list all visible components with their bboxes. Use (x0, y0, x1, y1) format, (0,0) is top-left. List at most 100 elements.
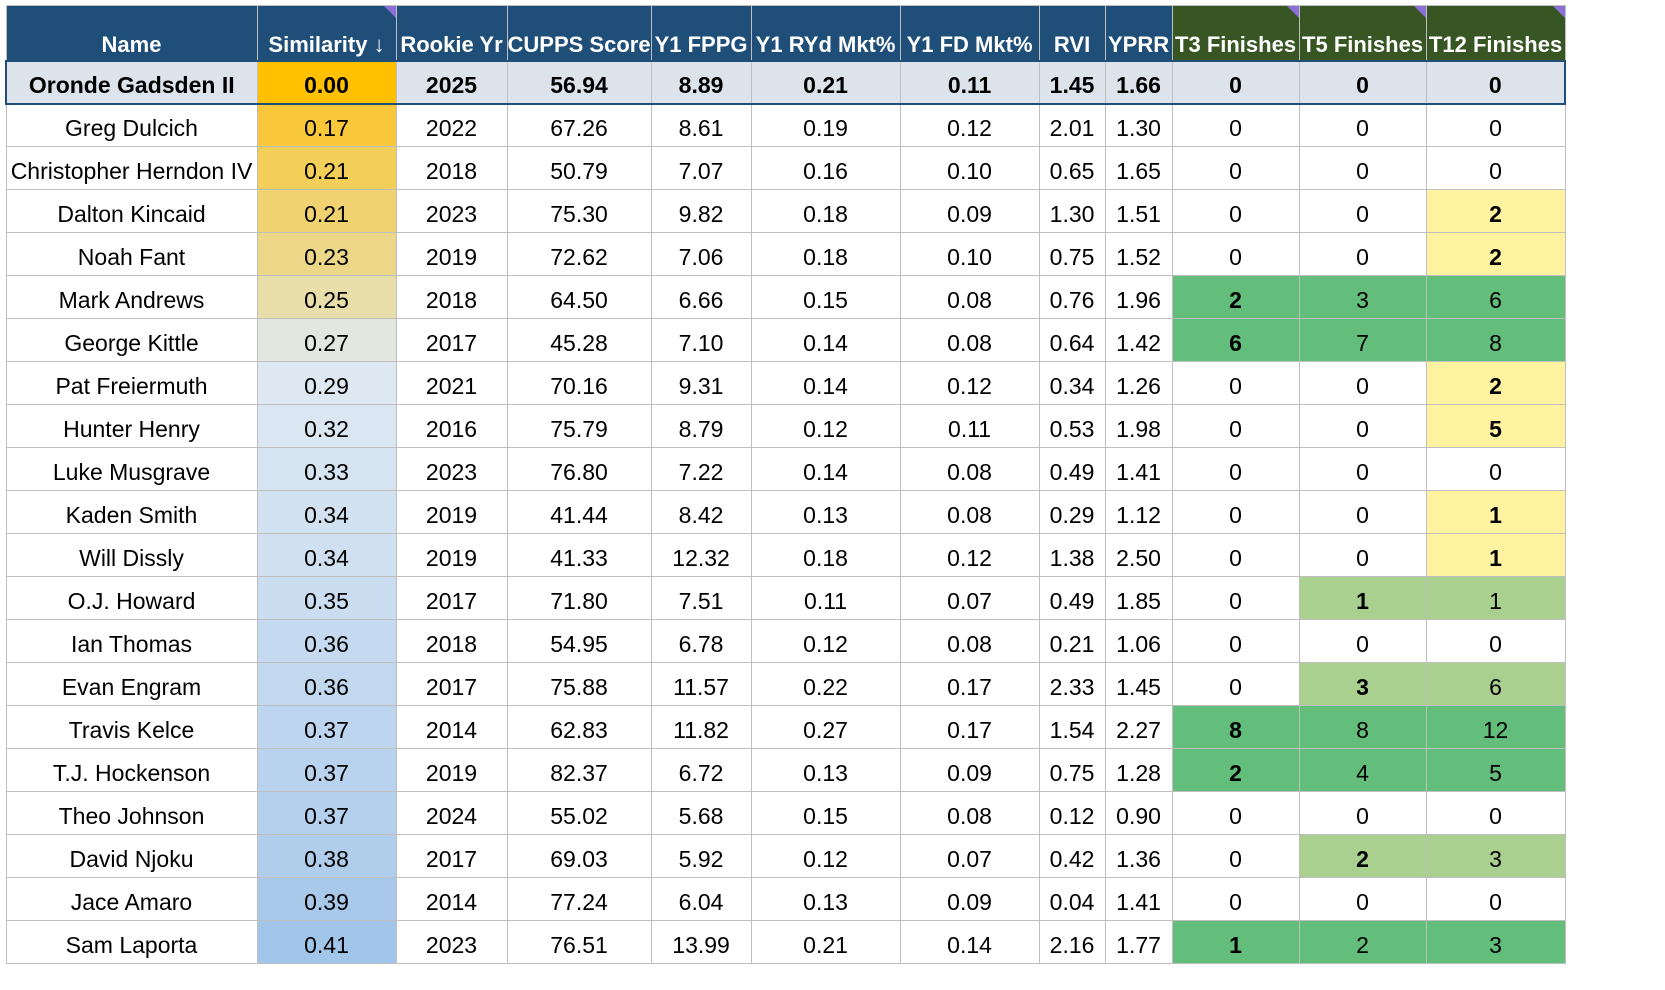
finishes-cell[interactable]: 0 (1425, 877, 1566, 921)
finishes-cell[interactable]: 2 (1298, 920, 1427, 964)
table-cell[interactable]: 1.77 (1104, 920, 1173, 964)
table-cell[interactable]: 12.32 (650, 533, 752, 577)
similarity-cell[interactable]: 0.25 (256, 275, 397, 319)
similarity-cell[interactable]: 0.38 (256, 834, 397, 878)
table-cell[interactable]: 2017 (395, 318, 508, 362)
player-name-cell[interactable]: Travis Kelce (5, 705, 258, 749)
player-name-cell[interactable]: George Kittle (5, 318, 258, 362)
table-cell[interactable]: 0.14 (750, 447, 901, 491)
table-cell[interactable]: 0.76 (1038, 275, 1106, 319)
player-name-cell[interactable]: Mark Andrews (5, 275, 258, 319)
table-cell[interactable]: 0.12 (750, 834, 901, 878)
finishes-cell[interactable]: 0 (1171, 619, 1300, 663)
table-cell[interactable]: 41.44 (506, 490, 652, 534)
table-cell[interactable]: 7.07 (650, 146, 752, 190)
table-cell[interactable]: 2.27 (1104, 705, 1173, 749)
table-cell[interactable]: 0.09 (899, 877, 1040, 921)
table-cell[interactable]: 2016 (395, 404, 508, 448)
table-cell[interactable]: 2022 (395, 103, 508, 147)
similarity-cell[interactable]: 0.34 (256, 533, 397, 577)
finishes-cell[interactable]: 0 (1171, 490, 1300, 534)
table-cell[interactable]: 0.12 (1038, 791, 1106, 835)
table-cell[interactable]: 2021 (395, 361, 508, 405)
table-row[interactable]: Hunter Henry 0.32 2016 75.79 8.79 0.12 0.11 0.5… (5, 404, 1566, 448)
finishes-cell[interactable]: 8 (1171, 705, 1300, 749)
table-cell[interactable]: 0.13 (750, 877, 901, 921)
finishes-cell[interactable]: 1 (1171, 920, 1300, 964)
table-cell[interactable]: 0.17 (899, 662, 1040, 706)
similarity-cell[interactable]: 0.00 (256, 59, 397, 105)
table-cell[interactable]: 0.75 (1038, 232, 1106, 276)
table-cell[interactable]: 2014 (395, 705, 508, 749)
player-name-cell[interactable]: Sam Laporta (5, 920, 258, 964)
table-row[interactable]: Luke Musgrave 0.33 2023 76.80 7.22 0.14 0.08 0.… (5, 447, 1566, 491)
comment-flag-icon[interactable] (1552, 6, 1565, 18)
player-name-cell[interactable]: Christopher Herndon IV (5, 146, 258, 190)
finishes-cell[interactable]: 0 (1171, 662, 1300, 706)
table-cell[interactable]: 1.38 (1038, 533, 1106, 577)
table-row[interactable]: Pat Freiermuth 0.29 2021 70.16 9.31 0.14 0.12 0… (5, 361, 1566, 405)
similarity-cell[interactable]: 0.27 (256, 318, 397, 362)
table-cell[interactable]: 1.30 (1038, 189, 1106, 233)
similarity-cell[interactable]: 0.32 (256, 404, 397, 448)
table-cell[interactable]: 1.12 (1104, 490, 1173, 534)
similarity-cell[interactable]: 0.33 (256, 447, 397, 491)
table-cell[interactable]: 72.62 (506, 232, 652, 276)
finishes-cell[interactable]: 1 (1298, 576, 1427, 620)
table-cell[interactable]: 2014 (395, 877, 508, 921)
table-cell[interactable]: 0.08 (899, 490, 1040, 534)
player-name-cell[interactable]: Dalton Kincaid (5, 189, 258, 233)
comment-flag-icon[interactable] (383, 6, 395, 18)
player-name-cell[interactable]: O.J. Howard (5, 576, 258, 620)
column-header-1[interactable]: Similarity ↓ (256, 5, 397, 61)
finishes-cell[interactable]: 0 (1171, 361, 1300, 405)
column-header-2[interactable]: Rookie Yr (395, 5, 508, 61)
column-header-6[interactable]: Y1 FD Mkt% (899, 5, 1040, 61)
table-cell[interactable]: 0.53 (1038, 404, 1106, 448)
table-cell[interactable]: 8.89 (650, 59, 752, 105)
finishes-cell[interactable]: 0 (1171, 189, 1300, 233)
finishes-cell[interactable]: 0 (1171, 834, 1300, 878)
table-cell[interactable]: 1.45 (1104, 662, 1173, 706)
finishes-cell[interactable]: 12 (1425, 705, 1566, 749)
player-name-cell[interactable]: T.J. Hockenson (5, 748, 258, 792)
table-cell[interactable]: 0.13 (750, 748, 901, 792)
similarity-cell[interactable]: 0.41 (256, 920, 397, 964)
table-cell[interactable]: 0.14 (750, 318, 901, 362)
table-cell[interactable]: 6.66 (650, 275, 752, 319)
table-row[interactable]: Dalton Kincaid 0.21 2023 75.30 9.82 0.18 0.09 1… (5, 189, 1566, 233)
finishes-cell[interactable]: 3 (1425, 920, 1566, 964)
table-cell[interactable]: 7.10 (650, 318, 752, 362)
table-cell[interactable]: 75.30 (506, 189, 652, 233)
finishes-cell[interactable]: 7 (1298, 318, 1427, 362)
table-cell[interactable]: 0.10 (899, 146, 1040, 190)
finishes-cell[interactable]: 0 (1171, 103, 1300, 147)
table-cell[interactable]: 1.85 (1104, 576, 1173, 620)
table-cell[interactable]: 6.78 (650, 619, 752, 663)
table-row[interactable]: David Njoku 0.38 2017 69.03 5.92 0.12 0.07 0.42… (5, 834, 1566, 878)
table-cell[interactable]: 0.11 (750, 576, 901, 620)
table-cell[interactable]: 75.79 (506, 404, 652, 448)
table-cell[interactable]: 1.65 (1104, 146, 1173, 190)
table-cell[interactable]: 0.13 (750, 490, 901, 534)
table-cell[interactable]: 11.57 (650, 662, 752, 706)
table-cell[interactable]: 1.96 (1104, 275, 1173, 319)
table-cell[interactable]: 2019 (395, 748, 508, 792)
table-cell[interactable]: 0.16 (750, 146, 901, 190)
table-row[interactable]: Kaden Smith 0.34 2019 41.44 8.42 0.13 0.08 0.29… (5, 490, 1566, 534)
table-cell[interactable]: 0.08 (899, 447, 1040, 491)
table-cell[interactable]: 1.06 (1104, 619, 1173, 663)
table-cell[interactable]: 1.54 (1038, 705, 1106, 749)
player-name-cell[interactable]: Noah Fant (5, 232, 258, 276)
table-cell[interactable]: 8.79 (650, 404, 752, 448)
player-name-cell[interactable]: David Njoku (5, 834, 258, 878)
table-cell[interactable]: 1.28 (1104, 748, 1173, 792)
finishes-cell[interactable]: 0 (1298, 490, 1427, 534)
table-cell[interactable]: 0.11 (899, 59, 1040, 105)
similarity-cell[interactable]: 0.17 (256, 103, 397, 147)
table-cell[interactable]: 0.04 (1038, 877, 1106, 921)
finishes-cell[interactable]: 0 (1298, 447, 1427, 491)
finishes-cell[interactable]: 0 (1298, 146, 1427, 190)
player-name-cell[interactable]: Theo Johnson (5, 791, 258, 835)
finishes-cell[interactable]: 0 (1425, 619, 1566, 663)
